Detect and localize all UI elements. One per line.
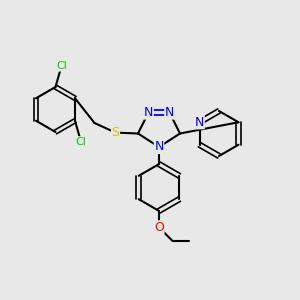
Text: N: N [165,106,174,119]
Text: N: N [195,116,204,129]
Text: Cl: Cl [56,61,67,71]
Text: O: O [154,221,164,234]
Text: S: S [112,126,119,139]
Text: N: N [154,140,164,154]
Text: Cl: Cl [76,137,86,147]
Text: N: N [144,106,153,119]
